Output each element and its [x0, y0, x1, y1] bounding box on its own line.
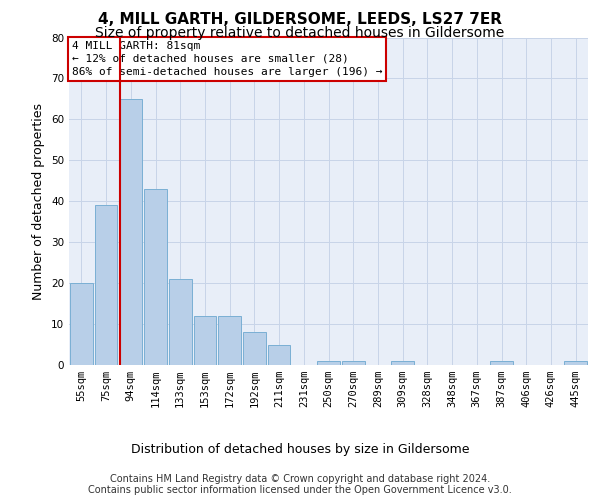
Bar — [194, 316, 216, 365]
Text: Contains public sector information licensed under the Open Government Licence v3: Contains public sector information licen… — [88, 485, 512, 495]
Text: Contains HM Land Registry data © Crown copyright and database right 2024.: Contains HM Land Registry data © Crown c… — [110, 474, 490, 484]
Bar — [144, 189, 167, 365]
Bar — [490, 361, 513, 365]
Bar — [268, 344, 290, 365]
Bar — [317, 361, 340, 365]
Bar — [342, 361, 365, 365]
Text: Distribution of detached houses by size in Gildersome: Distribution of detached houses by size … — [131, 442, 469, 456]
Bar — [70, 283, 93, 365]
Bar — [564, 361, 587, 365]
Bar — [169, 279, 191, 365]
Text: 4, MILL GARTH, GILDERSOME, LEEDS, LS27 7ER: 4, MILL GARTH, GILDERSOME, LEEDS, LS27 7… — [98, 12, 502, 28]
Bar — [218, 316, 241, 365]
Bar — [95, 206, 118, 365]
Text: Size of property relative to detached houses in Gildersome: Size of property relative to detached ho… — [95, 26, 505, 40]
Bar — [119, 99, 142, 365]
Bar — [243, 332, 266, 365]
Bar — [391, 361, 414, 365]
Y-axis label: Number of detached properties: Number of detached properties — [32, 103, 46, 300]
Text: 4 MILL GARTH: 81sqm
← 12% of detached houses are smaller (28)
86% of semi-detach: 4 MILL GARTH: 81sqm ← 12% of detached ho… — [71, 41, 382, 77]
